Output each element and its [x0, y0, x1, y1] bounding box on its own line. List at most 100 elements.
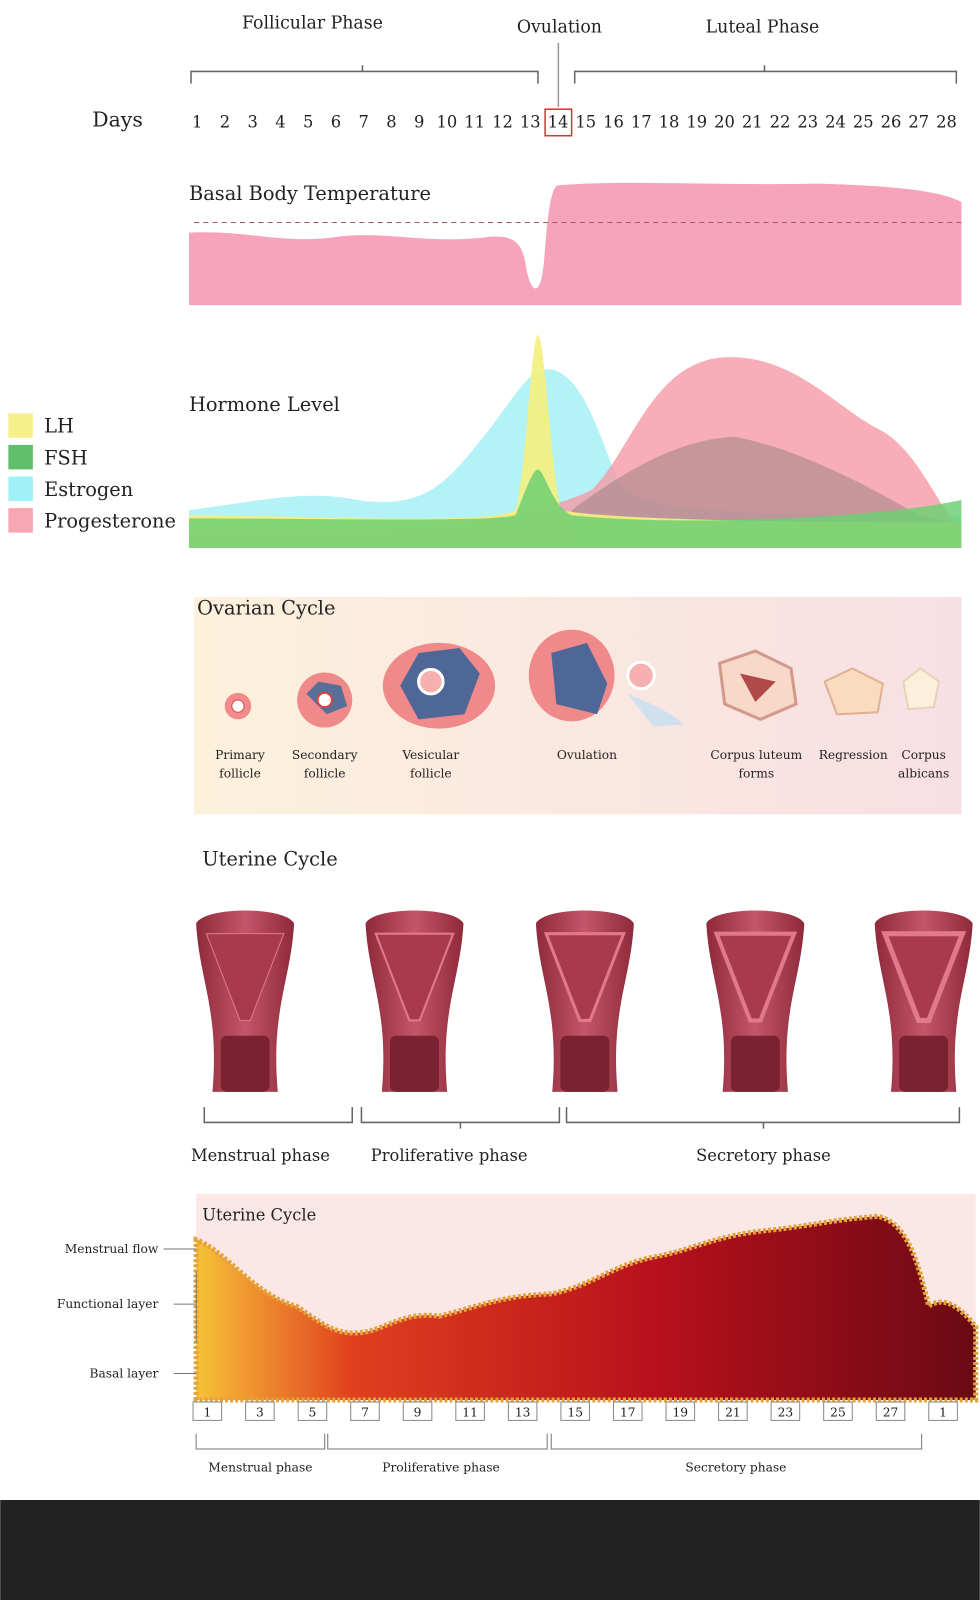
- layer-label: Basal layer: [89, 1367, 158, 1381]
- phase-label: Proliferative phase: [382, 1460, 500, 1474]
- header-brackets: [190, 42, 958, 108]
- stage-label: follicle: [219, 767, 261, 781]
- footer-url: www.shutterstock.com: [786, 1556, 937, 1571]
- legend-label: LH: [44, 415, 74, 438]
- phase-label: Proliferative phase: [371, 1146, 528, 1165]
- legend-swatches: [8, 413, 33, 533]
- uterine-cavity: [713, 931, 798, 1023]
- day-number: 10: [437, 113, 458, 132]
- day-number: 12: [492, 113, 513, 132]
- phase-label: Menstrual phase: [191, 1146, 330, 1165]
- section-title: Ovarian Cycle: [197, 596, 335, 619]
- day-number: 28: [936, 113, 957, 132]
- day-box: [297, 1401, 328, 1421]
- day-number: 23: [778, 1405, 794, 1419]
- day-box: [823, 1401, 853, 1421]
- day-number: 5: [309, 1405, 317, 1419]
- day-number: 7: [361, 1405, 369, 1419]
- legend-label: Estrogen: [44, 478, 133, 501]
- phase-label: Secretory phase: [696, 1146, 831, 1165]
- layer-label: Menstrual flow: [65, 1242, 159, 1256]
- day-number: 25: [830, 1405, 846, 1419]
- stage-label: Corpus: [901, 748, 946, 762]
- day-box: [875, 1401, 906, 1421]
- phase-label: Follicular Phase: [242, 14, 383, 34]
- cervix: [899, 1035, 949, 1092]
- day-box: [612, 1401, 643, 1421]
- phase-label: Secretory phase: [685, 1460, 786, 1474]
- day-number: 17: [631, 113, 652, 132]
- day-box: [402, 1401, 433, 1421]
- temperature-chart: [188, 182, 962, 306]
- day-number: 18: [659, 113, 680, 132]
- day-number: 14: [548, 113, 569, 132]
- day-number: 23: [797, 113, 818, 132]
- stage-label: Secondary: [292, 748, 358, 762]
- day-box: [245, 1401, 275, 1421]
- image-id: IMAGE ID: 76289386: [786, 1531, 934, 1547]
- endometrium-illustration: [193, 1213, 979, 1403]
- uterine-cavity: [543, 932, 626, 1022]
- day-number: 24: [825, 113, 846, 132]
- section-title: Basal Body Temperature: [189, 182, 431, 205]
- cervix: [730, 1035, 780, 1092]
- day-box: [350, 1401, 380, 1421]
- footer-bar: [0, 1500, 980, 1600]
- stage-label: albicans: [898, 767, 949, 781]
- day-number: 27: [908, 113, 929, 132]
- day-number: 16: [603, 113, 624, 132]
- day-number: 21: [742, 113, 763, 132]
- uterine-cavity: [374, 932, 455, 1022]
- day-number: 11: [462, 1405, 478, 1419]
- stage-label: forms: [739, 767, 775, 781]
- uterine-cavity: [881, 931, 967, 1023]
- day-number: 8: [386, 113, 396, 132]
- day-number: 7: [358, 113, 368, 132]
- day-number: 20: [714, 113, 735, 132]
- stage-label: Vesicular: [401, 748, 459, 762]
- day-number: 22: [770, 113, 791, 132]
- day-number: 9: [414, 1405, 422, 1419]
- legend-label: FSH: [44, 446, 88, 469]
- uterine-cavity: [205, 933, 285, 1021]
- day-box: [560, 1401, 590, 1421]
- footer-logo: shutterst.ck: [53, 1526, 362, 1579]
- day-box: [455, 1401, 485, 1421]
- endometrium-brackets: [163, 1248, 923, 1450]
- day-number: 19: [673, 1405, 689, 1419]
- day-number: 1: [192, 113, 202, 132]
- day-number: 9: [414, 113, 424, 132]
- cervix: [390, 1035, 439, 1092]
- ovulation-day-box: [544, 108, 573, 137]
- section-title: Uterine Cycle: [202, 1205, 316, 1224]
- day-box: [718, 1401, 748, 1421]
- days-label: Days: [92, 108, 143, 132]
- stage-label: follicle: [304, 767, 346, 781]
- day-number: 13: [520, 113, 541, 132]
- day-box: [192, 1401, 223, 1421]
- day-number: 15: [575, 113, 596, 132]
- day-number: 21: [725, 1405, 741, 1419]
- stage-label: follicle: [410, 767, 452, 781]
- section-title: Uterine Cycle: [202, 847, 337, 870]
- day-number: 5: [303, 113, 313, 132]
- phase-label: Menstrual phase: [208, 1460, 312, 1474]
- follicles: [224, 629, 941, 729]
- cervix: [560, 1035, 610, 1092]
- day-box: [507, 1401, 538, 1421]
- hormone-chart: [188, 334, 962, 548]
- stage-label: Ovulation: [557, 748, 617, 762]
- stage-label: Primary: [215, 748, 265, 762]
- uterus-illustrations: [196, 910, 973, 1092]
- day-number: 25: [853, 113, 874, 132]
- day-number: 3: [247, 113, 257, 132]
- cervix: [220, 1035, 270, 1092]
- uterine-brackets: [203, 1107, 961, 1129]
- day-number: 17: [620, 1405, 636, 1419]
- day-number: 2: [220, 113, 230, 132]
- day-number: 3: [256, 1405, 264, 1419]
- day-number: 26: [881, 113, 902, 132]
- legend-label: Progesterone: [44, 510, 176, 533]
